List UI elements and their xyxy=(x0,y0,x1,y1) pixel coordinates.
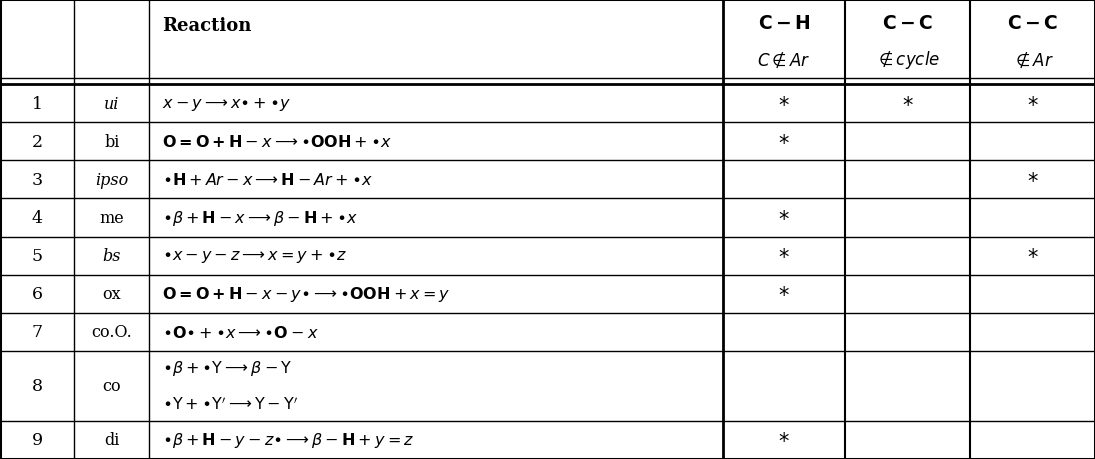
Text: bi: bi xyxy=(104,134,119,151)
Text: ${\bullet}\beta + \mathbf{H} - x \longrightarrow \beta - \mathbf{H} + {\bullet}x: ${\bullet}\beta + \mathbf{H} - x \longri… xyxy=(162,208,358,228)
Text: di: di xyxy=(104,431,119,448)
Text: $\mathbf{C-C}$: $\mathbf{C-C}$ xyxy=(1007,14,1058,33)
Text: $*$: $*$ xyxy=(1027,95,1038,113)
Text: ${\bullet}x - y - z \longrightarrow x = y + {\bullet}z$: ${\bullet}x - y - z \longrightarrow x = … xyxy=(162,247,347,264)
Text: 3: 3 xyxy=(32,172,43,189)
Text: ui: ui xyxy=(104,95,119,112)
Text: $*$: $*$ xyxy=(1027,246,1038,266)
Text: $*$: $*$ xyxy=(779,208,789,228)
Text: 7: 7 xyxy=(32,324,43,341)
Text: $\mathbf{C-H}$: $\mathbf{C-H}$ xyxy=(758,14,810,33)
Text: Reaction: Reaction xyxy=(162,17,252,34)
Text: $*$: $*$ xyxy=(779,133,789,151)
Text: ox: ox xyxy=(102,285,122,302)
Text: ${\bullet}\beta + \mathbf{H} - y - z{\bullet} \longrightarrow \beta - \mathbf{H}: ${\bullet}\beta + \mathbf{H} - y - z{\bu… xyxy=(162,431,414,449)
Text: $x - y \longrightarrow x{\bullet} + {\bullet}y$: $x - y \longrightarrow x{\bullet} + {\bu… xyxy=(162,95,291,112)
Text: ${\bullet}\beta + {\bullet}\mathrm{Y} \longrightarrow \beta - \mathrm{Y}$: ${\bullet}\beta + {\bullet}\mathrm{Y} \l… xyxy=(162,358,292,377)
Text: $*$: $*$ xyxy=(779,285,789,304)
Text: ${\bullet}\mathbf{O}{\bullet} + {\bullet}x \longrightarrow {\bullet}\mathbf{O} -: ${\bullet}\mathbf{O}{\bullet} + {\bullet… xyxy=(162,324,319,340)
Text: me: me xyxy=(100,210,124,227)
Text: co.O.: co.O. xyxy=(91,324,132,341)
Text: $*$: $*$ xyxy=(779,431,789,449)
Text: co: co xyxy=(102,378,122,395)
Text: $\mathit{\notin Ar}$: $\mathit{\notin Ar}$ xyxy=(1012,49,1053,70)
Text: ${\bullet}\mathrm{Y} + {\bullet}\mathrm{Y}' \longrightarrow \mathrm{Y} - \mathrm: ${\bullet}\mathrm{Y} + {\bullet}\mathrm{… xyxy=(162,395,299,412)
Text: 2: 2 xyxy=(32,134,43,151)
Text: 1: 1 xyxy=(32,95,43,112)
Text: 9: 9 xyxy=(32,431,43,448)
Text: bs: bs xyxy=(103,247,120,264)
Text: 5: 5 xyxy=(32,247,43,264)
Text: ipso: ipso xyxy=(95,172,128,189)
Text: $\mathbf{O = O + H} - x - y{\bullet} \longrightarrow {\bullet}\mathbf{OOH} + x =: $\mathbf{O = O + H} - x - y{\bullet} \lo… xyxy=(162,285,450,304)
Text: ${\bullet}\mathbf{H} + Ar - x \longrightarrow \mathbf{H} - Ar + {\bullet}x$: ${\bullet}\mathbf{H} + Ar - x \longright… xyxy=(162,172,372,188)
Text: $\mathit{C \notin Ar}$: $\mathit{C \notin Ar}$ xyxy=(758,49,810,70)
Text: $\mathbf{C-C}$: $\mathbf{C-C}$ xyxy=(883,14,933,33)
Text: 4: 4 xyxy=(32,210,43,227)
Text: $*$: $*$ xyxy=(779,95,789,113)
Text: $\mathit{\notin cycle}$: $\mathit{\notin cycle}$ xyxy=(875,48,941,71)
Text: 8: 8 xyxy=(32,378,43,395)
Text: $\mathbf{O = O + H} - x \longrightarrow {\bullet}\mathbf{OOH} + {\bullet}x$: $\mathbf{O = O + H} - x \longrightarrow … xyxy=(162,134,392,150)
Text: $*$: $*$ xyxy=(1027,170,1038,190)
Text: $*$: $*$ xyxy=(902,95,913,113)
Text: 6: 6 xyxy=(32,285,43,302)
Text: $*$: $*$ xyxy=(779,246,789,266)
